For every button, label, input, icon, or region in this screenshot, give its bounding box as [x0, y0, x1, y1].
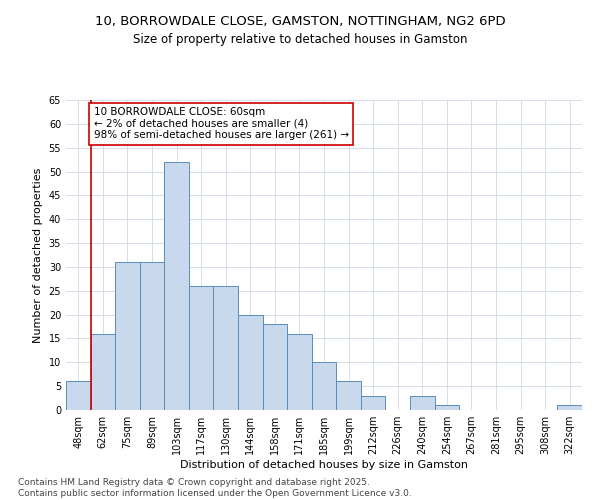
X-axis label: Distribution of detached houses by size in Gamston: Distribution of detached houses by size …: [180, 460, 468, 470]
Bar: [361, 396, 385, 410]
Bar: [115, 262, 140, 410]
Bar: [434, 405, 459, 410]
Bar: [91, 334, 115, 410]
Text: Contains HM Land Registry data © Crown copyright and database right 2025.
Contai: Contains HM Land Registry data © Crown c…: [18, 478, 412, 498]
Bar: [312, 362, 336, 410]
Bar: [164, 162, 189, 410]
Bar: [189, 286, 214, 410]
Bar: [214, 286, 238, 410]
Bar: [336, 382, 361, 410]
Bar: [140, 262, 164, 410]
Text: Size of property relative to detached houses in Gamston: Size of property relative to detached ho…: [133, 32, 467, 46]
Bar: [410, 396, 434, 410]
Bar: [66, 382, 91, 410]
Bar: [557, 405, 582, 410]
Text: 10 BORROWDALE CLOSE: 60sqm
← 2% of detached houses are smaller (4)
98% of semi-d: 10 BORROWDALE CLOSE: 60sqm ← 2% of detac…: [94, 107, 349, 140]
Text: 10, BORROWDALE CLOSE, GAMSTON, NOTTINGHAM, NG2 6PD: 10, BORROWDALE CLOSE, GAMSTON, NOTTINGHA…: [95, 15, 505, 28]
Bar: [287, 334, 312, 410]
Bar: [238, 314, 263, 410]
Bar: [263, 324, 287, 410]
Y-axis label: Number of detached properties: Number of detached properties: [33, 168, 43, 342]
